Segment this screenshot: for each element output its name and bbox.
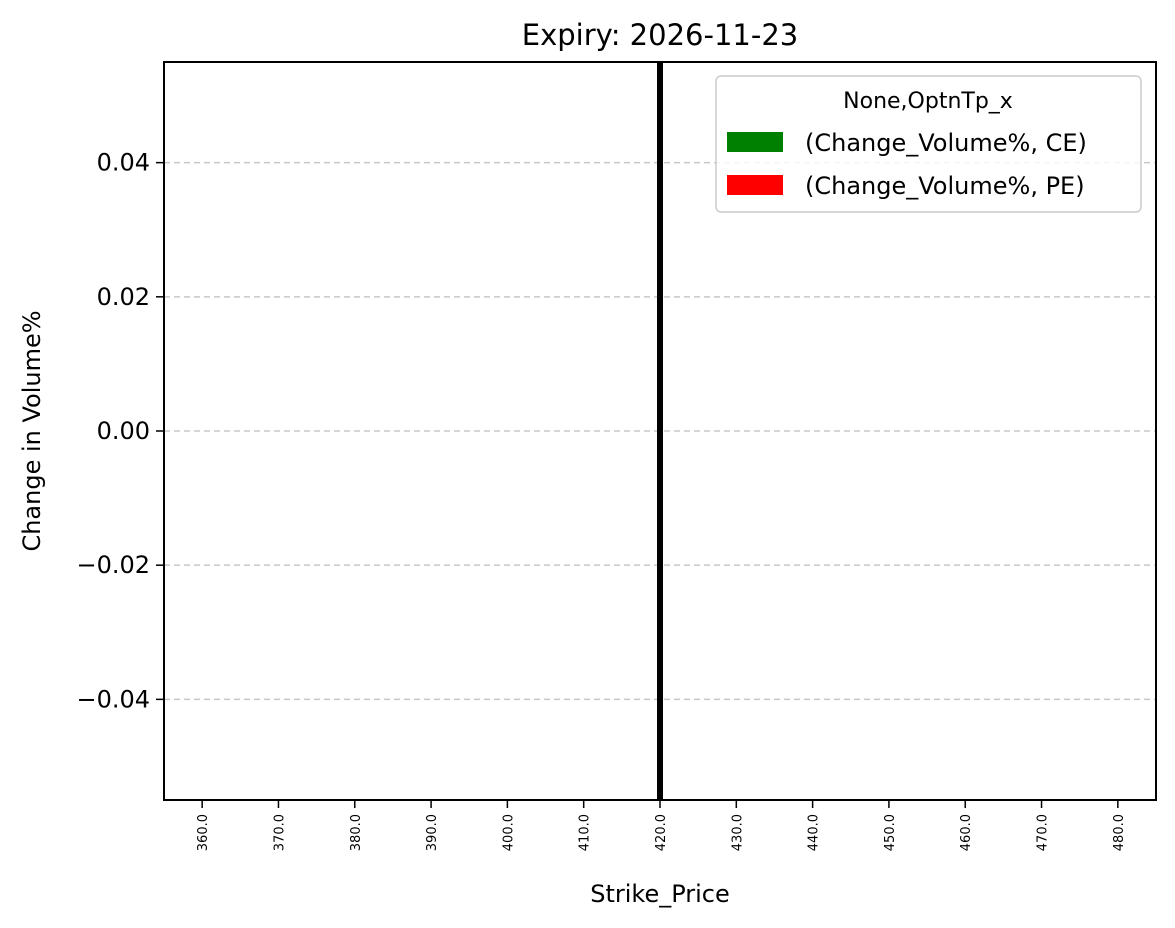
- legend: None,OptnTp_x (Change_Volume%, CE) (Chan…: [715, 75, 1142, 213]
- x-tick-label: 370.0: [272, 814, 287, 851]
- x-tick-label: 430.0: [730, 814, 745, 851]
- y-axis: 0.04 0.02 0.00 −0.02 −0.04: [76, 149, 164, 713]
- y-axis-label: Change in Volume%: [18, 310, 46, 551]
- legend-swatch-pe: [727, 175, 783, 195]
- y-tick-label: 0.04: [97, 149, 150, 177]
- x-tick-label: 410.0: [578, 814, 593, 851]
- x-tick-label: 400.0: [501, 814, 516, 851]
- x-axis-label: Strike_Price: [590, 880, 730, 908]
- y-tick-label: 0.02: [97, 283, 150, 311]
- x-tick-label: 470.0: [1036, 814, 1051, 851]
- y-tick-label: −0.04: [76, 685, 150, 713]
- x-tick-label: 440.0: [807, 814, 822, 851]
- x-tick-label: 480.0: [1112, 814, 1127, 851]
- chart-title: Expiry: 2026-11-23: [522, 18, 798, 52]
- legend-box: [715, 75, 1142, 213]
- x-tick-label: 450.0: [883, 814, 898, 851]
- x-tick-label: 390.0: [425, 814, 440, 851]
- x-tick-label: 380.0: [349, 814, 364, 851]
- legend-label-ce: (Change_Volume%, CE): [805, 129, 1087, 157]
- x-tick-label: 360.0: [196, 814, 211, 851]
- x-tick-label: 420.0: [654, 814, 669, 851]
- legend-swatch-ce: [727, 132, 783, 152]
- x-axis: 360.0 370.0 380.0 390.0 400.0 410.0 420.0 430.0…: [196, 800, 1127, 851]
- legend-label-pe: (Change_Volume%, PE): [805, 172, 1085, 200]
- y-tick-label: −0.02: [76, 551, 150, 579]
- y-tick-label: 0.00: [97, 417, 150, 445]
- x-tick-label: 460.0: [959, 814, 974, 851]
- legend-title: None,OptnTp_x: [843, 89, 1013, 114]
